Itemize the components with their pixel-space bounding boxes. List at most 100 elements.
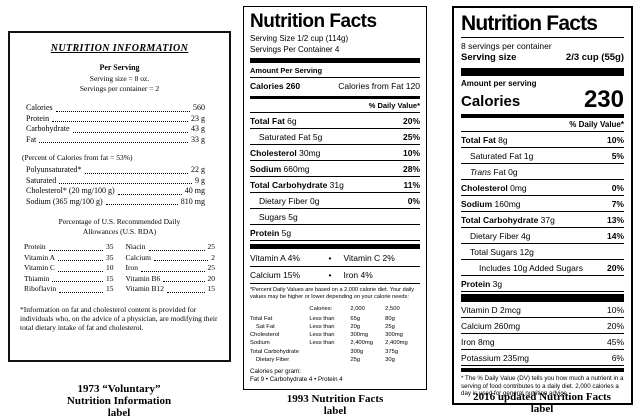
- macro-nutrient-list: Calories 560 Protein 23 g Carbohydrate 4…: [20, 103, 219, 145]
- nutrition-label-1993: Nutrition Facts Serving Size 1/2 cup (11…: [243, 6, 427, 391]
- nutrient-row: Dietary Fiber 0g 0%: [250, 193, 420, 209]
- nutrient-name: Dietary Fiber 0g: [259, 195, 320, 206]
- nutrient-value: 560: [193, 103, 205, 112]
- vitamin-row: Potassium 235mg 6%: [461, 350, 624, 366]
- vitamin-left: Vitamin A 4%: [250, 253, 300, 263]
- medium-divider: [250, 96, 420, 99]
- nutrient-row: Polyunsaturated* 22 g: [26, 165, 205, 176]
- calories-per-gram: Calories per gram: Fat 9 • Carbohydrate …: [250, 368, 343, 384]
- rda-value: 35: [106, 242, 114, 251]
- dot-leader: [148, 249, 205, 251]
- bullet-separator: •: [328, 270, 332, 280]
- reference-table: Calories: 2,000 2,500: [309, 305, 400, 312]
- rda-row: Riboflavin 15: [24, 284, 114, 295]
- nutrient-row: Cholesterol 0mg 0%: [461, 180, 624, 196]
- servings-per-container-line: 8 servings per container: [461, 41, 552, 51]
- caption-2016: 2016 updated Nutrition Facts label: [473, 391, 611, 415]
- nutrient-name-bold: Total Fat: [461, 134, 496, 145]
- dot-leader: [84, 172, 188, 174]
- serving-size-row: Serving size 2/3 cup (55g): [461, 51, 624, 66]
- nutrient-name-bold: Cholesterol: [250, 147, 297, 158]
- serving-size-label: Serving size: [461, 52, 517, 63]
- nutrient-name: Protein: [26, 113, 50, 123]
- calories-value: 230: [583, 86, 624, 113]
- nutrient-name-bold: Sodium: [250, 163, 282, 174]
- nutrient-name: 37g: [538, 214, 555, 225]
- rda-row: Vitamin C 10: [24, 263, 114, 274]
- nutrient-name: 30mg: [296, 147, 321, 158]
- nutrient-rows-list: Total Fat 6g 20% Saturated Fat 5g 25% Ch…: [250, 113, 420, 241]
- table-cell: Total Fat: [250, 315, 273, 322]
- medium-divider: [461, 114, 624, 118]
- nutrient-name: 31g: [327, 179, 344, 190]
- table-cell: 2,400mg: [385, 340, 408, 347]
- daily-value-heading: % Daily Value*: [250, 99, 420, 113]
- daily-value-percent: 28%: [402, 163, 420, 174]
- rda-value: 20: [207, 273, 216, 283]
- vitamin-rows-list: Vitamin D 2mcg 10% Calcium 260mg 20% Iro…: [461, 302, 624, 366]
- dot-leader: [153, 260, 209, 261]
- nutrition-label-2016: Nutrition Facts 8 servings per container…: [452, 6, 633, 405]
- nutrient-row: Carbohydrate 43 g: [26, 124, 205, 135]
- table-cell: Less than: [309, 340, 335, 347]
- nutrient-row: Sodium (365 mg/100 g) 810 mg: [26, 197, 205, 208]
- bullet-separator: •: [328, 253, 332, 263]
- daily-value-percent: 10%: [402, 147, 420, 158]
- thick-divider: [461, 294, 624, 302]
- nutrient-row: Protein 3g: [461, 276, 624, 292]
- serving-size-line: Serving Size 1/2 cup (114g): [250, 34, 349, 43]
- table-cell: Dietary Fiber: [256, 356, 290, 363]
- table-cell: 300g: [350, 348, 364, 355]
- servings-per-container-line: Servings Per Container 4: [250, 45, 340, 54]
- amount-per-serving-heading: Amount Per Serving: [250, 64, 420, 78]
- nutrient-row: Cholesterol* (20 mg/100 g) 40 mg: [26, 186, 205, 197]
- calories-label-value: Calories 260: [250, 81, 301, 91]
- nutrient-row: Dietary Fiber 4g 14%: [461, 228, 624, 244]
- nutrient-value: 33 g: [191, 134, 205, 144]
- calories-from-fat: Calories from Fat 120: [338, 81, 420, 91]
- nutrient-name: 5g: [279, 227, 292, 238]
- nutrient-row: Total Fat 8g 10%: [461, 132, 624, 148]
- caption-1973: 1973 “Voluntary” Nutrition Information l…: [66, 383, 172, 419]
- daily-value-percent: [620, 247, 624, 257]
- rda-row: Protein 35: [24, 242, 114, 253]
- table-cell: 25g: [350, 356, 361, 363]
- nutrient-name-bold: Total Carbohydrate: [461, 214, 539, 225]
- nutrient-name-bold: Protein: [461, 278, 491, 289]
- rda-value: 35: [106, 252, 114, 262]
- table-cell: [309, 348, 350, 356]
- nutrient-name: 0mg: [507, 182, 527, 193]
- daily-value-percent: [416, 228, 420, 238]
- dot-leader: [59, 183, 192, 184]
- vitamin-right: Vitamin C 2%: [343, 253, 395, 263]
- nutrient-row: Sodium 660mg 28%: [250, 161, 420, 177]
- table-cell: [309, 356, 350, 364]
- nutrient-value: 9 g: [195, 175, 205, 185]
- table-cell: 30g: [385, 356, 395, 363]
- reference-table-body: Total Fat Less than 65g 80g Sat Fat Less…: [250, 313, 420, 364]
- nutrient-row: Saturated Fat 1g 5%: [461, 148, 624, 164]
- nutrient-name: Sugars 5g: [259, 211, 298, 222]
- nutrient-row: Total Sugars 12g: [461, 244, 624, 260]
- nutrient-row: Sugars 5g: [250, 209, 420, 225]
- rda-row: Niacin 25: [126, 242, 216, 253]
- rda-name: Iron: [125, 263, 139, 272]
- label-footnote: *Information on fat and cholesterol cont…: [20, 304, 218, 332]
- nutrient-value: 23 g: [191, 113, 205, 123]
- vitamin-row: Calcium 15% • Iron 4%: [250, 267, 420, 284]
- vitamin-name: Iron 8mg: [461, 336, 495, 347]
- nutrient-name: Polyunsaturated*: [26, 165, 82, 174]
- dot-leader: [58, 260, 103, 261]
- per-serving-heading: Per Serving: [99, 63, 140, 72]
- daily-value-percent: 6%: [611, 352, 624, 363]
- dot-leader: [117, 193, 182, 195]
- vitamin-row: Calcium 260mg 20%: [461, 318, 624, 334]
- nutrient-name: Saturated Fat 5g: [259, 131, 323, 142]
- nutrient-name: 8g: [495, 134, 508, 145]
- table-cell: 65g: [350, 315, 361, 322]
- rda-value: 10: [106, 263, 114, 272]
- rda-column-right: Niacin 25 Calcium 2 Iron 25: [126, 242, 216, 295]
- nutrient-value: 40 mg: [184, 186, 205, 195]
- rda-value: 15: [207, 284, 216, 293]
